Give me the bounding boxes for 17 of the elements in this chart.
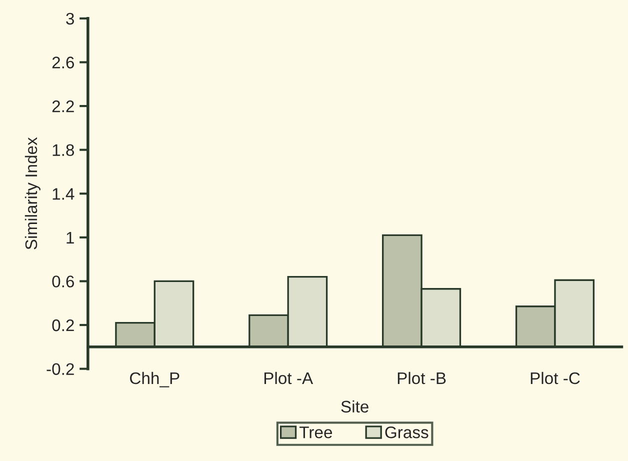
x-tick-label: Plot -B [398, 372, 446, 384]
y-tick-label: -0.2 [46, 363, 74, 376]
y-tick-label: 1.8 [52, 144, 74, 156]
x-axis-title: Site [341, 400, 368, 413]
y-tick-label: 0.2 [52, 319, 74, 332]
x-tick-label: Chh_P [130, 372, 180, 388]
y-tick-label: 0.6 [52, 276, 74, 288]
y-tick-label: 3 [66, 12, 74, 25]
x-tick-label: Plot -A [264, 372, 314, 384]
y-tick-label: 1 [66, 232, 74, 244]
legend-label: Tree [299, 426, 332, 438]
y-tick-label: 1.4 [52, 188, 74, 200]
y-tick-label: 2.6 [52, 56, 74, 68]
y-axis-title: Similarity Index [24, 137, 40, 250]
x-tick-label: Plot -C [530, 372, 580, 384]
y-tick-label: 2.2 [52, 100, 74, 112]
legend-label: Grass [385, 426, 428, 438]
